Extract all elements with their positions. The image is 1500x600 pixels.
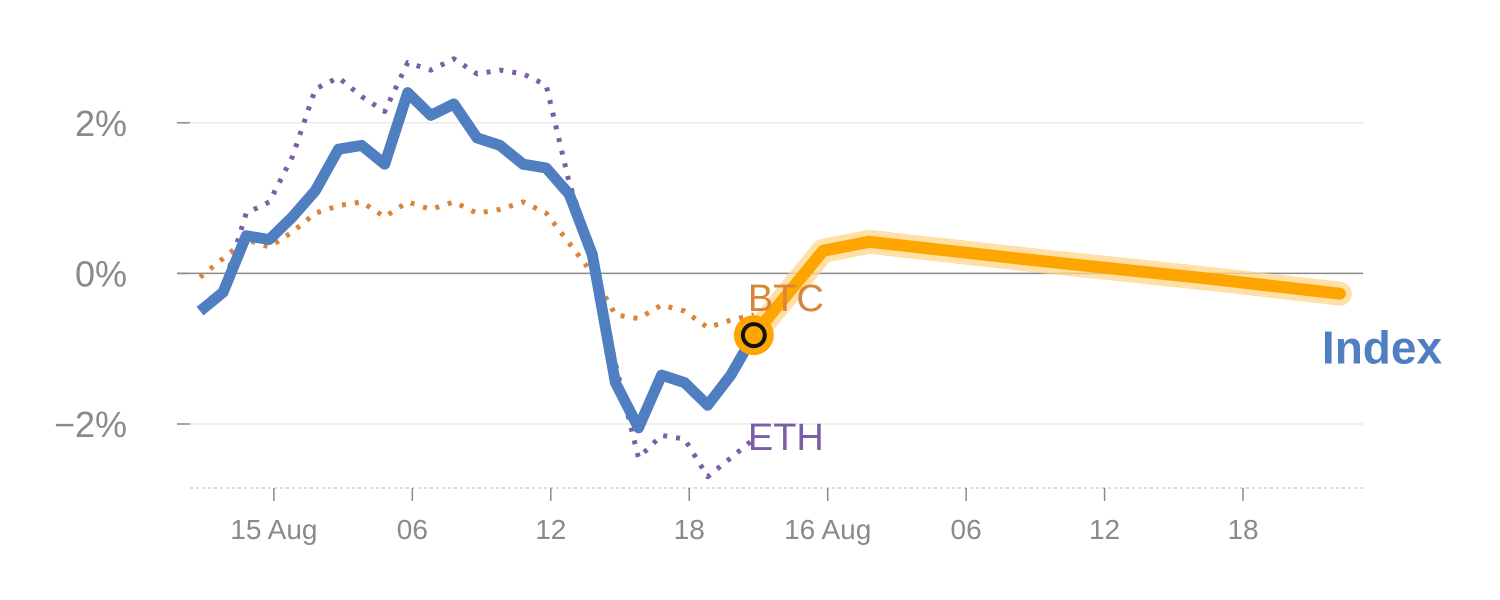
x-tick-label: 12 [535, 514, 566, 545]
eth-series-line [198, 56, 756, 480]
y-tick-label: 2% [75, 103, 127, 144]
x-tick-label: 15 Aug [230, 514, 317, 545]
index-series-label: Index [1322, 322, 1443, 374]
label-layer: BTC ETH Index [748, 278, 1443, 459]
index-series-line [196, 87, 759, 434]
x-tick-label: 06 [951, 514, 982, 545]
x-tick-label: 06 [397, 514, 428, 545]
btc-series-label: BTC [748, 278, 824, 320]
x-tick-label: 18 [1227, 514, 1258, 545]
series-layer [196, 56, 1352, 480]
current-point-marker [740, 322, 767, 349]
x-tick-label: 16 Aug [784, 514, 871, 545]
y-tick-label: 0% [75, 253, 127, 294]
y-tick-label: −2% [54, 404, 127, 445]
forecast-line [747, 235, 1346, 342]
x-tick-label: 18 [674, 514, 705, 545]
eth-series-label: ETH [748, 417, 824, 459]
axes: 2% 0% −2% 15 Aug 06 12 18 16 Aug 06 12 18 [54, 103, 1366, 545]
x-tick-label: 12 [1089, 514, 1120, 545]
